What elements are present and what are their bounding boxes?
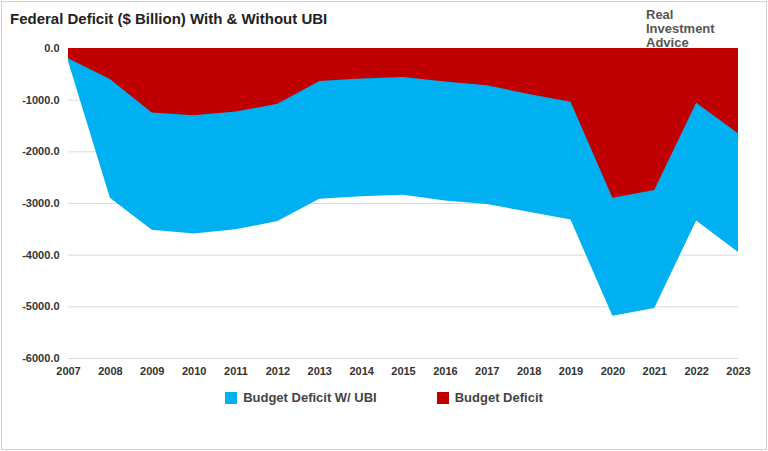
svg-text:0.0: 0.0 bbox=[44, 42, 59, 54]
svg-text:-5000.0: -5000.0 bbox=[22, 300, 59, 312]
svg-text:2020: 2020 bbox=[601, 365, 625, 377]
svg-text:2008: 2008 bbox=[98, 365, 122, 377]
svg-text:2016: 2016 bbox=[433, 365, 457, 377]
svg-text:2015: 2015 bbox=[391, 365, 415, 377]
svg-text:2013: 2013 bbox=[308, 365, 332, 377]
svg-text:-3000.0: -3000.0 bbox=[22, 197, 59, 209]
html-text:Budget Deficit: Budget Deficit bbox=[454, 390, 543, 405]
svg-text:2022: 2022 bbox=[684, 365, 708, 377]
svg-text:2023: 2023 bbox=[726, 365, 750, 377]
svg-text:2014: 2014 bbox=[349, 365, 374, 377]
svg-text:-2000.0: -2000.0 bbox=[22, 145, 59, 157]
svg-text:2009: 2009 bbox=[140, 365, 164, 377]
svg-text:-4000.0: -4000.0 bbox=[22, 249, 59, 261]
svg-text:2007: 2007 bbox=[56, 365, 80, 377]
svg-text:2019: 2019 bbox=[559, 365, 583, 377]
html-text:Real Investment Advice: Real Investment Advice bbox=[646, 7, 715, 50]
svg-text:2021: 2021 bbox=[643, 365, 667, 377]
svg-text:2010: 2010 bbox=[182, 365, 206, 377]
svg-text:-1000.0: -1000.0 bbox=[22, 94, 59, 106]
svg-text:2012: 2012 bbox=[266, 365, 290, 377]
html-text:Federal Deficit ($ Billion) Wi: Federal Deficit ($ Billion) With & Witho… bbox=[10, 10, 328, 27]
svg-text:-6000.0: -6000.0 bbox=[22, 352, 59, 364]
svg-text:2018: 2018 bbox=[517, 365, 541, 377]
html-text:Budget Deficit W/ UBI: Budget Deficit W/ UBI bbox=[243, 390, 377, 405]
svg-text:2017: 2017 bbox=[475, 365, 499, 377]
svg-text:2011: 2011 bbox=[224, 365, 248, 377]
